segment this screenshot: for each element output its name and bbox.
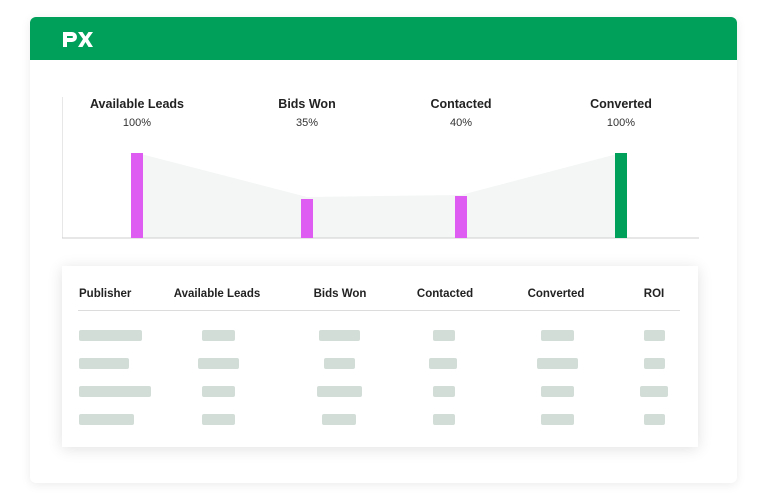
- funnel-chart: Available Leads 100% Bids Won 35% Contac…: [62, 97, 702, 259]
- funnel-graphic: [62, 97, 699, 239]
- cell-placeholder: [541, 330, 574, 341]
- cell-placeholder: [541, 386, 574, 397]
- cell-placeholder: [202, 386, 235, 397]
- stage-title-contacted: Contacted: [430, 97, 492, 111]
- header-divider: [78, 310, 680, 311]
- column-header-publisher[interactable]: Publisher: [79, 288, 132, 300]
- cell-placeholder: [433, 386, 455, 397]
- stage-title-bids-won: Bids Won: [278, 97, 336, 111]
- cell-placeholder: [537, 358, 578, 369]
- stage-title-converted: Converted: [590, 97, 652, 111]
- table-row[interactable]: [62, 330, 698, 342]
- px-logo: [63, 32, 93, 47]
- stage-bar-available-leads: [131, 153, 143, 238]
- table-row[interactable]: [62, 386, 698, 398]
- cell-placeholder: [644, 330, 665, 341]
- column-header-contacted[interactable]: Contacted: [416, 288, 474, 300]
- stage-bar-converted: [615, 153, 627, 238]
- table-header: Publisher Available Leads Bids Won Conta…: [62, 266, 698, 311]
- cell-placeholder: [198, 358, 239, 369]
- stage-percent-converted: 100%: [606, 117, 636, 129]
- app-header: [30, 17, 737, 60]
- cell-placeholder: [319, 330, 360, 341]
- publisher-table: Publisher Available Leads Bids Won Conta…: [62, 266, 698, 447]
- column-header-converted[interactable]: Converted: [527, 288, 585, 300]
- table-row[interactable]: [62, 414, 698, 426]
- cell-placeholder: [202, 330, 235, 341]
- cell-placeholder: [324, 358, 355, 369]
- cell-placeholder: [79, 386, 151, 397]
- table-row[interactable]: [62, 358, 698, 370]
- cell-placeholder: [429, 358, 457, 369]
- cell-placeholder: [79, 358, 129, 369]
- stage-title-available-leads: Available Leads: [89, 97, 185, 111]
- stage-bar-contacted: [455, 196, 467, 238]
- cell-placeholder: [640, 386, 668, 397]
- stage-percent-contacted: 40%: [449, 117, 473, 129]
- cell-placeholder: [202, 414, 235, 425]
- cell-placeholder: [79, 330, 142, 341]
- stage-percent-available-leads: 100%: [122, 117, 152, 129]
- stage-percent-bids-won: 35%: [295, 117, 319, 129]
- cell-placeholder: [322, 414, 356, 425]
- cell-placeholder: [433, 414, 455, 425]
- cell-placeholder: [644, 414, 665, 425]
- cell-placeholder: [79, 414, 134, 425]
- cell-placeholder: [433, 330, 455, 341]
- cell-placeholder: [541, 414, 574, 425]
- cell-placeholder: [317, 386, 362, 397]
- column-header-bids-won[interactable]: Bids Won: [313, 288, 367, 300]
- stage-bar-bids-won: [301, 199, 313, 238]
- cell-placeholder: [644, 358, 665, 369]
- funnel-area: [137, 153, 621, 238]
- column-header-roi[interactable]: ROI: [643, 288, 665, 300]
- column-header-available-leads[interactable]: Available Leads: [173, 288, 261, 300]
